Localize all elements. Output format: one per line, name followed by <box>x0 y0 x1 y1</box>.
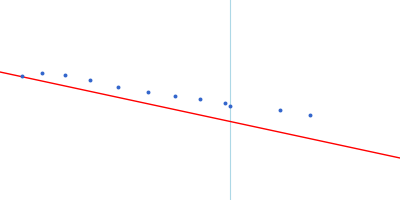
Point <box>145 90 151 94</box>
Point <box>277 108 283 112</box>
Point <box>197 97 203 101</box>
Point <box>227 104 233 108</box>
Point <box>62 73 68 77</box>
Point <box>222 101 228 105</box>
Point <box>307 113 313 117</box>
Point <box>39 71 45 75</box>
Point <box>172 94 178 98</box>
Point <box>115 85 121 89</box>
Point <box>19 74 25 78</box>
Point <box>87 78 93 82</box>
